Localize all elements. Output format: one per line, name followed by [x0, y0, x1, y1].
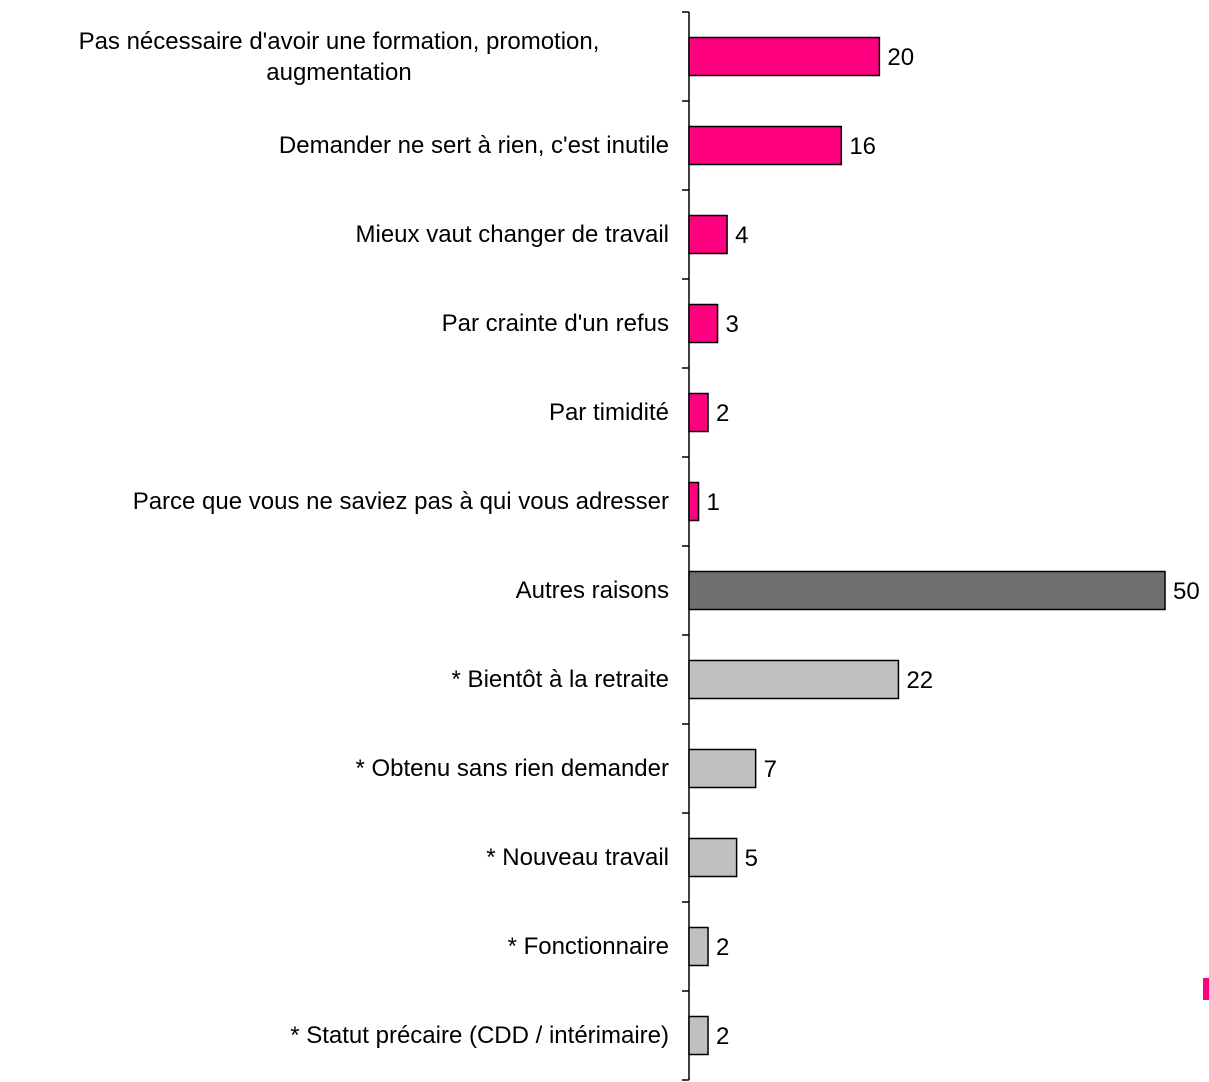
- category-text: Autres raisons: [515, 577, 669, 604]
- category-label: Par timidité: [549, 368, 669, 457]
- edge-fragment: [1203, 978, 1209, 1000]
- bar: [688, 303, 719, 344]
- value-label: 22: [906, 667, 933, 694]
- category-text: Par crainte d'un refus: [441, 310, 669, 337]
- category-label: Parce que vous ne saviez pas à qui vous …: [133, 457, 669, 546]
- category-text: * Nouveau travail: [486, 844, 669, 871]
- bar: [688, 1015, 709, 1056]
- category-label: Par crainte d'un refus: [442, 279, 669, 368]
- bar: [688, 926, 709, 967]
- value-label: 20: [887, 44, 914, 71]
- category-label: Pas nécessaire d'avoir une formation, pr…: [9, 12, 669, 101]
- category-label: * Nouveau travail: [486, 813, 669, 902]
- bar: [688, 837, 738, 878]
- category-label: * Bientôt à la retraite: [452, 635, 669, 724]
- category-text: * Statut précaire (CDD / intérimaire): [290, 1022, 669, 1049]
- category-text: Mieux vaut changer de travail: [355, 221, 670, 248]
- category-label: Demander ne sert à rien, c'est inutile: [279, 101, 669, 190]
- bar: [688, 570, 1166, 611]
- value-label: 50: [1173, 578, 1200, 605]
- value-label: 4: [735, 222, 748, 249]
- value-label: 1: [707, 489, 720, 516]
- category-label: * Statut précaire (CDD / intérimaire): [290, 991, 669, 1080]
- category-text: Parce que vous ne saviez pas à qui vous …: [132, 488, 669, 515]
- bar: [688, 36, 881, 77]
- value-label: 5: [745, 845, 758, 872]
- category-label: * Obtenu sans rien demander: [355, 724, 669, 813]
- category-text: Pas nécessaire d'avoir une formation, pr…: [78, 27, 600, 86]
- category-text: Par timidité: [548, 399, 669, 426]
- category-label: Mieux vaut changer de travail: [356, 190, 670, 279]
- bar: [688, 481, 700, 522]
- category-label: Autres raisons: [516, 546, 669, 635]
- category-label: * Fonctionnaire: [508, 902, 669, 991]
- value-label: 7: [764, 756, 777, 783]
- category-text: * Fonctionnaire: [507, 933, 669, 960]
- value-label: 3: [726, 311, 739, 338]
- category-text: Demander ne sert à rien, c'est inutile: [278, 132, 669, 159]
- value-label: 16: [849, 133, 876, 160]
- category-text: * Obtenu sans rien demander: [355, 755, 669, 782]
- bar: [688, 748, 757, 789]
- bar: [688, 214, 728, 255]
- value-label: 2: [716, 1023, 729, 1050]
- value-label: 2: [716, 934, 729, 961]
- bar: [688, 392, 709, 433]
- value-label: 2: [716, 400, 729, 427]
- category-text: * Bientôt à la retraite: [451, 666, 669, 693]
- bar: [688, 659, 900, 700]
- bar: [688, 125, 843, 166]
